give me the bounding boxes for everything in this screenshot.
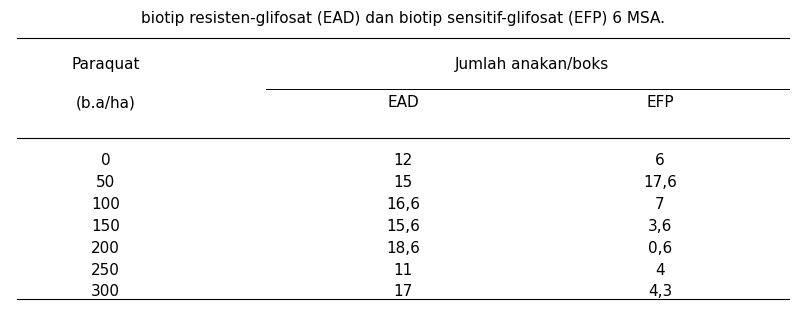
Text: Paraquat: Paraquat xyxy=(72,57,140,72)
Text: 12: 12 xyxy=(393,153,413,168)
Text: 250: 250 xyxy=(91,263,120,277)
Text: 150: 150 xyxy=(91,219,120,234)
Text: 7: 7 xyxy=(655,197,665,212)
Text: 300: 300 xyxy=(91,284,120,299)
Text: 15: 15 xyxy=(393,175,413,190)
Text: EFP: EFP xyxy=(646,95,674,110)
Text: 16,6: 16,6 xyxy=(386,197,420,212)
Text: 17: 17 xyxy=(393,284,413,299)
Text: 50: 50 xyxy=(96,175,115,190)
Text: 0,6: 0,6 xyxy=(648,241,672,256)
Text: 4: 4 xyxy=(655,263,665,277)
Text: 11: 11 xyxy=(393,263,413,277)
Text: 15,6: 15,6 xyxy=(386,219,420,234)
Text: EAD: EAD xyxy=(387,95,419,110)
Text: biotip resisten-glifosat (EAD) dan biotip sensitif-glifosat (EFP) 6 MSA.: biotip resisten-glifosat (EAD) dan bioti… xyxy=(141,11,665,26)
Text: 3,6: 3,6 xyxy=(648,219,672,234)
Text: 17,6: 17,6 xyxy=(643,175,677,190)
Text: Jumlah anakan/boks: Jumlah anakan/boks xyxy=(455,57,609,72)
Text: 0: 0 xyxy=(101,153,110,168)
Text: 4,3: 4,3 xyxy=(648,284,672,299)
Text: 100: 100 xyxy=(91,197,120,212)
Text: 6: 6 xyxy=(655,153,665,168)
Text: 200: 200 xyxy=(91,241,120,256)
Text: 18,6: 18,6 xyxy=(386,241,420,256)
Text: (b.a/ha): (b.a/ha) xyxy=(76,95,135,110)
